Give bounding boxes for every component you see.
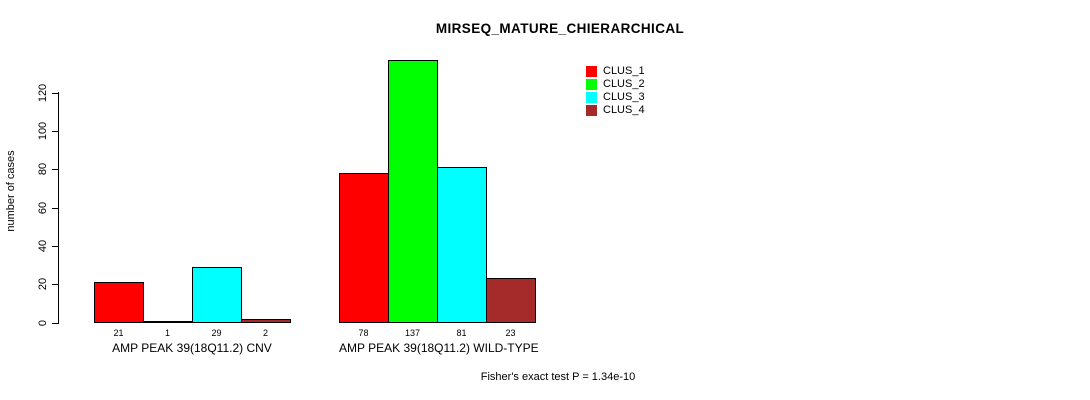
y-tick	[52, 322, 59, 324]
legend-swatch	[586, 79, 597, 90]
bar-value-label: 2	[262, 328, 268, 338]
legend-swatch	[586, 66, 597, 77]
bar	[192, 266, 242, 324]
group-label: AMP PEAK 39(18Q11.2) WILD-TYPE	[339, 341, 539, 355]
legend-label: CLUS_3	[603, 91, 645, 103]
bar-value-label: 137	[404, 328, 421, 338]
bar-value-label: 21	[113, 328, 124, 338]
bar-value-label: 1	[164, 328, 170, 338]
bar-value-label: 29	[211, 328, 222, 338]
legend-label: CLUS_1	[603, 65, 645, 77]
bar	[94, 282, 144, 324]
bar	[241, 318, 291, 324]
y-axis-label: number of cases	[5, 150, 17, 232]
y-tick-label: 120	[37, 83, 49, 102]
y-tick-label: 100	[37, 121, 49, 141]
y-tick	[52, 284, 59, 286]
legend-label: CLUS_4	[603, 104, 645, 116]
legend: CLUS_1 CLUS_2 CLUS_3 CLUS_4	[586, 65, 645, 117]
legend-item: CLUS_3	[586, 91, 645, 104]
y-tick-label: 20	[37, 278, 49, 291]
legend-swatch	[586, 105, 597, 116]
chart-title: MIRSEQ_MATURE_CHIERARCHICAL	[435, 21, 685, 36]
group-label: AMP PEAK 39(18Q11.2) CNV	[112, 341, 272, 355]
y-tick-label: 60	[37, 201, 49, 214]
y-tick	[52, 92, 59, 94]
legend-item: CLUS_2	[586, 78, 645, 91]
legend-item: CLUS_4	[586, 104, 645, 117]
bar	[339, 173, 389, 324]
y-tick-label: 0	[37, 319, 49, 326]
y-tick	[52, 131, 59, 132]
bar	[437, 167, 487, 324]
legend-swatch	[586, 92, 597, 103]
y-tick-label: 80	[37, 163, 49, 176]
bar	[388, 60, 438, 324]
y-tick	[52, 207, 59, 209]
fisher-test-annotation: Fisher's exact test P = 1.34e-10	[480, 371, 636, 383]
legend-item: CLUS_1	[586, 65, 645, 78]
y-tick	[52, 169, 59, 171]
bar	[143, 320, 193, 324]
bar-value-label: 78	[358, 328, 369, 338]
bar-value-label: 23	[505, 328, 516, 338]
y-tick-label: 40	[37, 239, 49, 253]
y-tick	[52, 245, 59, 247]
y-axis	[58, 92, 59, 323]
legend-label: CLUS_2	[603, 78, 645, 90]
bar	[486, 278, 536, 324]
bar-value-label: 81	[456, 328, 467, 338]
